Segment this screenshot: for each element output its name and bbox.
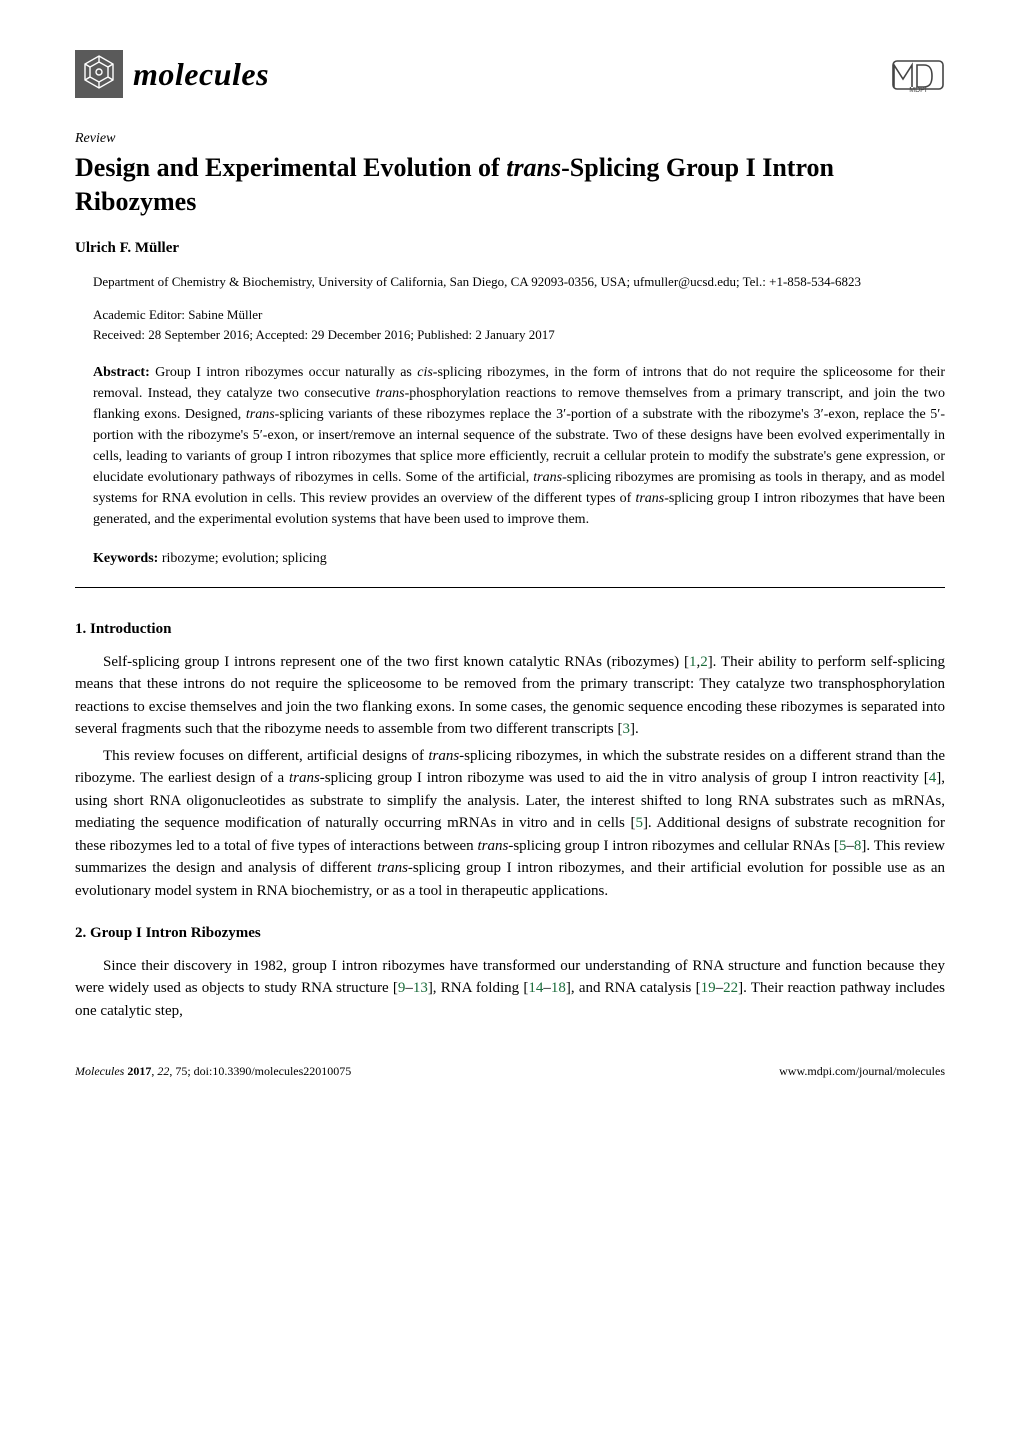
keywords-text: ribozyme; evolution; splicing [158,551,326,566]
citation: 5 [839,838,847,854]
abstract-label: Abstract: [93,365,150,380]
author-affiliation: Department of Chemistry & Biochemistry, … [75,273,945,291]
citation: 19 [701,980,716,996]
citation: 14 [528,980,543,996]
publication-dates: Received: 28 September 2016; Accepted: 2… [93,325,945,345]
citation: 1 [689,654,697,670]
citation: 22 [723,980,738,996]
abstract-block: Abstract: Group I intron ribozymes occur… [75,362,945,530]
academic-editor: Academic Editor: Sabine Müller [93,305,945,325]
article-type: Review [75,128,945,149]
keywords-block: Keywords: ribozyme; evolution; splicing [75,548,945,569]
citation: 3 [622,721,630,737]
section-1-heading: 1. Introduction [75,618,945,641]
journal-name: molecules [133,50,269,98]
mdpi-logo-icon: MDPI [891,55,945,93]
molecules-logo-icon [75,50,123,98]
section-2-heading: 2. Group I Intron Ribozymes [75,922,945,945]
footer-url: www.mdpi.com/journal/molecules [779,1062,945,1080]
divider-line [75,587,945,588]
citation: 8 [854,838,862,854]
section-1-para-2: This review focuses on different, artifi… [75,745,945,903]
citation: 18 [551,980,566,996]
citation: 4 [929,770,937,786]
keywords-label: Keywords: [93,551,158,566]
section-2-para-1: Since their discovery in 1982, group I i… [75,955,945,1023]
citation: 2 [700,654,708,670]
header-row: molecules MDPI [75,50,945,98]
section-1-para-1: Self-splicing group I introns represent … [75,651,945,741]
citation: 13 [413,980,428,996]
citation: 5 [635,815,643,831]
abstract-text: Group I intron ribozymes occur naturally… [93,365,945,527]
citation: 9 [398,980,406,996]
journal-brand: molecules [75,50,269,98]
footer-row: Molecules 2017, 22, 75; doi:10.3390/mole… [75,1062,945,1080]
footer-citation: Molecules 2017, 22, 75; doi:10.3390/mole… [75,1062,351,1080]
page-container: molecules MDPI Review Design and Experim… [0,0,1020,1120]
author-name: Ulrich F. Müller [75,237,945,260]
article-title: Design and Experimental Evolution of tra… [75,151,945,219]
editor-and-dates: Academic Editor: Sabine Müller Received:… [75,305,945,344]
mdpi-text: MDPI [909,87,927,93]
